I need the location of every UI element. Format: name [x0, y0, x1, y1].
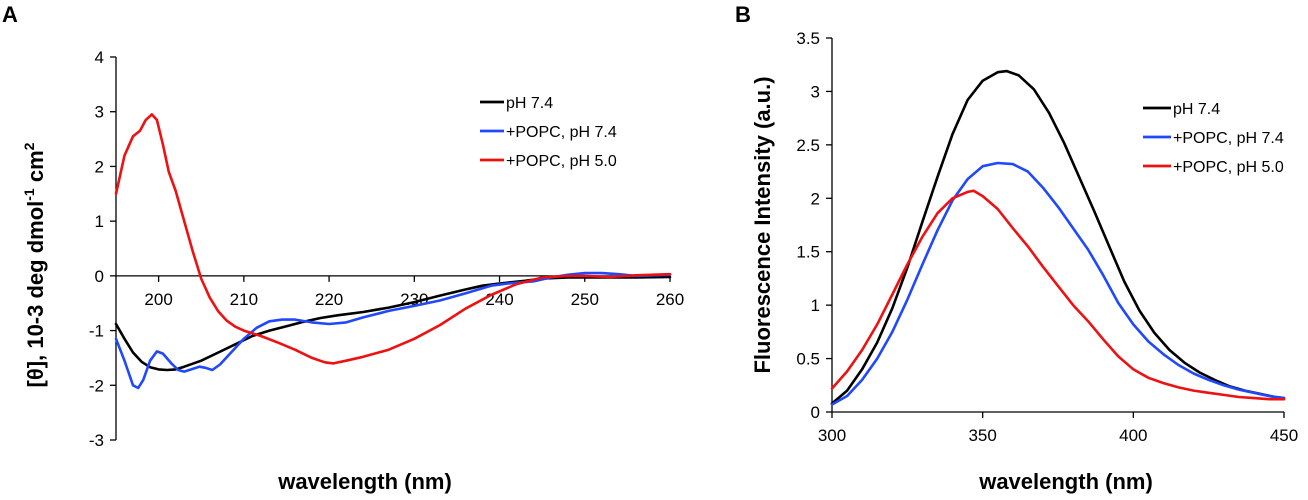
- panel-b-y-axis: 3.5 3 2.5 2 1.5 1 0.5 0: [796, 29, 833, 422]
- x-tick-label: 300: [818, 426, 846, 445]
- x-tick-label: 250: [571, 290, 599, 309]
- y-tick-label: 2: [811, 189, 820, 208]
- y-tick-label: 0.5: [796, 350, 820, 369]
- series-line-popc-ph-5-0: [830, 189, 1286, 401]
- panel-a-y-axis-title: [θ], 10-3 deg dmol-1 cm2: [21, 142, 48, 387]
- y-tick-label: 3: [95, 103, 104, 122]
- x-tick-label: 200: [144, 290, 172, 309]
- x-tick-label: 400: [1119, 426, 1147, 445]
- x-tick-label: 260: [656, 290, 684, 309]
- y-tick-label: 1: [95, 212, 104, 231]
- legend-label-popc-ph-7-4: +POPC, pH 7.4: [1173, 130, 1284, 147]
- x-tick-label: 350: [968, 426, 996, 445]
- series-line-popc-ph-5-0: [114, 113, 672, 365]
- panel-b-y-axis-title: Fluorescence Intensity (a.u.): [750, 76, 775, 373]
- legend-label-popc-ph-5-0: +POPC, pH 5.0: [1173, 159, 1284, 176]
- panel-a-y-axis-title-main: [θ], 10-3 deg dmol: [23, 201, 48, 388]
- y-tick-label: 4: [95, 48, 104, 67]
- panel-a-y-axis: 4 3 2 1 0 -1 -2 -3: [89, 48, 117, 450]
- panel-b-fluorescence-spectrum: B 3.5 3 2.5 2 1.5 1 0.5 0 300 350 400 450 waveleng…: [735, 2, 1298, 494]
- panel-b-x-axis: 300 350 400 450: [818, 411, 1298, 445]
- panel-b-series: [830, 69, 1286, 406]
- panel-a-legend: pH 7.4 +POPC, pH 7.4 +POPC, pH 5.0: [480, 95, 617, 170]
- legend-label-ph-7-4: pH 7.4: [1173, 101, 1220, 118]
- panel-b-x-axis-title: wavelength (nm): [978, 469, 1153, 494]
- x-tick-label: 220: [315, 290, 343, 309]
- y-tick-label: 3: [811, 82, 820, 101]
- x-tick-label: 210: [230, 290, 258, 309]
- panel-a-series: [114, 113, 672, 390]
- panel-b-legend: pH 7.4 +POPC, pH 7.4 +POPC, pH 5.0: [1143, 101, 1284, 176]
- y-tick-label: -2: [89, 376, 104, 395]
- panel-a-label: A: [2, 2, 18, 27]
- y-tick-label: 1: [811, 296, 820, 315]
- y-tick-label: 2.5: [796, 136, 820, 155]
- legend-label-popc-ph-7-4: +POPC, pH 7.4: [506, 124, 617, 141]
- y-tick-label: -3: [89, 431, 104, 450]
- y-tick-label: 0: [811, 403, 820, 422]
- y-tick-label: 2: [95, 157, 104, 176]
- x-tick-label: 450: [1270, 426, 1298, 445]
- panel-b-label: B: [735, 2, 751, 27]
- legend-label-popc-ph-5-0: +POPC, pH 5.0: [506, 153, 617, 170]
- panel-a-y-axis-title-sup2: 2: [21, 142, 37, 150]
- series-line-popc-ph-7-4: [830, 161, 1286, 406]
- panel-a-x-axis-title: wavelength (nm): [277, 469, 452, 494]
- y-tick-label: 3.5: [796, 29, 820, 48]
- y-tick-label: 1.5: [796, 243, 820, 262]
- y-tick-label: 0: [95, 267, 104, 286]
- panel-a-y-axis-title-mid: cm: [23, 150, 48, 188]
- panel-a-y-axis-title-sup1: -1: [21, 188, 37, 201]
- series-line-ph-7-4: [830, 69, 1286, 405]
- y-tick-label: -1: [89, 322, 104, 341]
- legend-label-ph-7-4: pH 7.4: [506, 95, 553, 112]
